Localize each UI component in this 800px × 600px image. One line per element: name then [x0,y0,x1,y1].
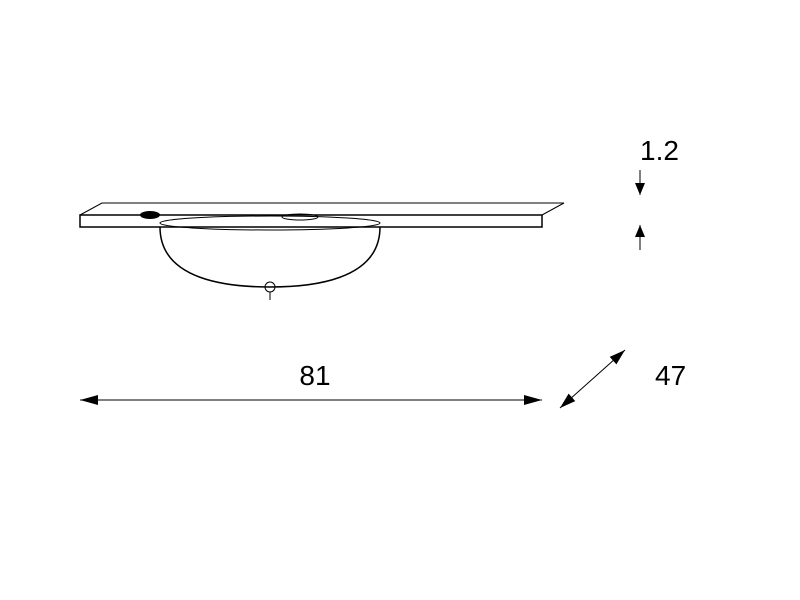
dimension-thickness: 1.2 [635,135,679,250]
dimension-thickness-label: 1.2 [640,135,679,166]
dimension-depth: 47 [560,350,686,408]
dimension-width-label: 81 [299,360,330,391]
basin-bowl [160,216,380,300]
basin-dimension-diagram: 81 47 1.2 [0,0,800,600]
tap-hole-icon [140,211,160,219]
dimension-depth-label: 47 [655,360,686,391]
dimension-width: 81 [80,360,542,405]
